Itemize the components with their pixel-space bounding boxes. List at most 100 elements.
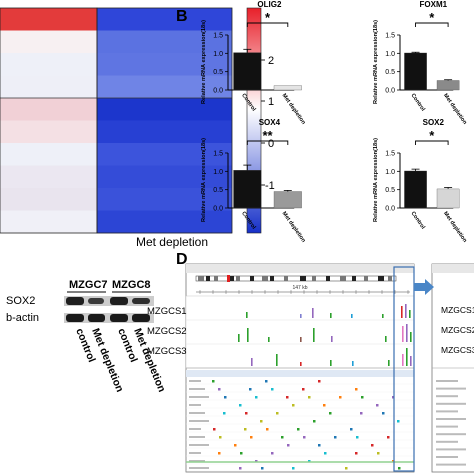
signal-peak	[401, 306, 403, 318]
category-label: Met depletion	[442, 93, 468, 126]
annotation-feature	[239, 467, 242, 470]
signal-peak	[402, 326, 404, 342]
significance-bracket	[415, 22, 449, 27]
signal-peak	[402, 354, 404, 366]
bar	[273, 191, 302, 209]
chromosome-band	[300, 276, 306, 281]
signal-peak	[268, 337, 270, 342]
colorbar-tick-1: 1	[268, 96, 274, 108]
annotation-row-label	[189, 396, 209, 398]
heatmap-cell	[0, 120, 97, 144]
zoom-annotation-row	[436, 440, 458, 443]
chart-title: SOX4	[259, 118, 281, 127]
y-tick-label: 0.5	[213, 69, 223, 76]
signal-peak	[330, 313, 332, 318]
band-sox2-4	[132, 298, 150, 304]
annotation-feature	[286, 396, 289, 399]
annotation-feature	[324, 452, 327, 455]
chart-title: OLIG2	[257, 0, 282, 9]
colorbar-tick-2: 2	[268, 55, 274, 67]
bar	[233, 52, 262, 91]
signal-peak	[251, 358, 253, 366]
significance-bracket	[415, 140, 449, 145]
chromosome-ideogram	[195, 275, 397, 282]
annotation-row-label	[189, 467, 209, 469]
chart-title: FOXM1	[420, 0, 448, 9]
annotation-feature	[302, 388, 305, 391]
zoom-annotation-row	[436, 395, 458, 398]
annotation-feature	[398, 467, 401, 470]
annotation-row-label	[189, 444, 209, 446]
band-sox2-1	[66, 297, 84, 305]
heatmap-cell	[97, 143, 232, 166]
annotation-row-label	[189, 420, 209, 422]
signal-peak	[247, 328, 249, 342]
chromosome-band	[364, 276, 368, 281]
signal-peak	[388, 360, 390, 366]
zoom-annotation-row	[436, 418, 466, 420]
colorbar-tick-0: 0	[268, 138, 274, 150]
y-tick-label: 1.0	[213, 169, 223, 176]
annotation-feature	[249, 388, 252, 391]
y-tick-label: 0.0	[385, 206, 395, 213]
annotation-feature	[355, 388, 358, 391]
bar-chart-sox2: SOX2 0.0 0.5 1.0 1.5 Relative mRNA expression…	[373, 118, 468, 244]
annotation-feature	[287, 444, 290, 447]
chromosome-band	[214, 276, 218, 281]
heatmap-cell	[97, 188, 232, 211]
colorbar-tick-minus-1: -1	[265, 180, 275, 192]
significance-stars: *	[429, 10, 435, 25]
heatmap-cell	[97, 210, 232, 234]
blot-row-bactin: b-actin	[6, 312, 39, 324]
y-tick-label: 0.5	[385, 187, 395, 194]
y-tick-label: 1.5	[385, 33, 395, 40]
y-axis-label: Relative mRNA expression(18s)	[201, 138, 207, 222]
chromosome-band	[352, 276, 356, 281]
signal-peak	[312, 308, 314, 318]
annotation-feature	[281, 436, 284, 439]
annotation-feature	[276, 412, 279, 415]
annotation-feature	[271, 388, 274, 391]
band-sox2-2	[88, 298, 104, 304]
annotation-feature	[329, 412, 332, 415]
annotation-feature	[355, 452, 358, 455]
signal-peak	[238, 334, 240, 342]
annotation-row-label	[189, 380, 201, 382]
track-label-2: MZGCS2	[147, 326, 187, 337]
band-bactin-2	[88, 314, 105, 322]
signal-peak	[385, 336, 387, 342]
annotation-row-label	[189, 404, 201, 406]
signal-peak	[300, 362, 302, 366]
annotation-feature	[224, 396, 227, 399]
zoom-annotation-row	[436, 456, 458, 458]
y-tick-label: 0.0	[385, 88, 395, 95]
significance-stars: *	[265, 10, 271, 25]
y-tick-label: 1.0	[213, 51, 223, 58]
annotation-feature	[313, 420, 316, 423]
signal-peak	[300, 337, 302, 342]
signal-peak	[405, 304, 407, 318]
chromosome-band	[262, 276, 268, 281]
y-axis-label: Relative mRNA expression(18s)	[373, 138, 379, 222]
annotation-feature	[397, 420, 400, 423]
signal-peak	[246, 312, 248, 318]
annotation-row-label	[189, 388, 205, 390]
annotation-feature	[244, 428, 247, 431]
heatmap-panel-a	[0, 8, 232, 234]
bar	[404, 170, 427, 209]
y-tick-label: 0.5	[385, 69, 395, 76]
heatmap-cell	[0, 210, 97, 234]
y-tick-label: 1.5	[213, 33, 223, 40]
category-label: Control	[409, 93, 426, 113]
annotation-feature	[303, 436, 306, 439]
signal-peak	[330, 360, 332, 366]
annotation-feature	[292, 467, 295, 470]
chromosome-marker	[227, 275, 230, 282]
annotation-row-label	[189, 412, 205, 414]
annotation-feature	[318, 380, 321, 383]
bar	[436, 80, 460, 91]
annotation-feature	[292, 404, 295, 407]
y-axis-label: Relative mRNA expression(18s)	[201, 20, 207, 104]
signal-peak	[300, 314, 302, 318]
chromosome-band	[326, 276, 330, 281]
